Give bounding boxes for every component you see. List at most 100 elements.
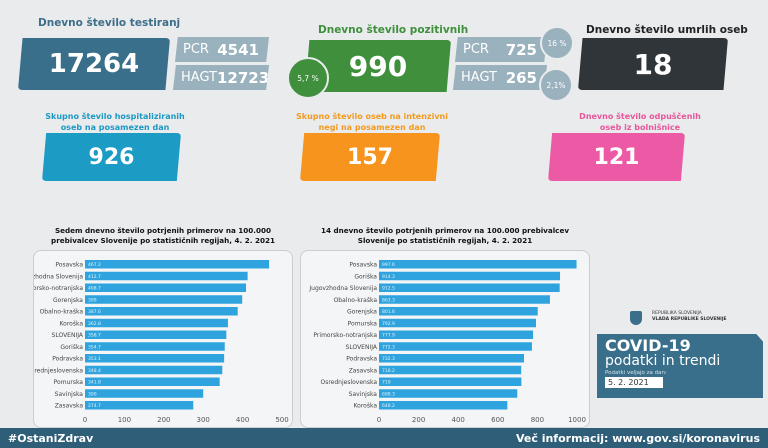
data-label: 698.3 [382, 391, 395, 397]
chart2-panel: Posavska 997.6 Goriška 914.3 Jugovzhodna Slo… [300, 250, 590, 428]
government-logo-text: REPUBLIKA SLOVENIJA VLADA REPUBLIKE SLOVE… [652, 311, 727, 323]
chart1: Posavska 467.2 Jugovzhodna Slovenija 412.7 P… [14, 260, 289, 424]
category-label: Goriška [60, 344, 83, 351]
bar [85, 318, 228, 328]
pcr-share: 16 % [540, 26, 574, 60]
hospital-title-1: Skupno število hospitaliziranih [45, 112, 185, 121]
category-label: SLOVENIJA [52, 332, 84, 339]
data-label: 719 [382, 380, 391, 386]
data-label: 353.1 [88, 356, 101, 362]
chart2-title-1: 14 dnevno število potrjenih primerov na … [320, 226, 569, 235]
data-label: 912.5 [382, 286, 395, 292]
bar [379, 271, 561, 281]
category-label: Pomurska [54, 379, 84, 386]
data-label: 412.7 [88, 274, 101, 280]
tests-title: Dnevno število testiranj [38, 17, 181, 29]
category-label: Podravska [52, 356, 83, 363]
category-label: Osrednjeslovenska [320, 379, 377, 386]
positive-title: Dnevno število pozitivnih [318, 24, 469, 36]
hagt-share: 2,1% [539, 68, 573, 102]
x-tick-label: 0 [377, 416, 381, 424]
footer: #OstaniZdrav Več informacij: www.gov.si/… [0, 428, 768, 448]
hashtag: #OstaniZdrav [8, 431, 94, 445]
info-link[interactable]: Več informacij: www.gov.si/koronavirus [515, 431, 760, 445]
x-tick-label: 200 [157, 416, 170, 424]
bar [85, 271, 248, 281]
brand-title: COVID-19 [605, 336, 691, 355]
data-label: 358.7 [88, 333, 101, 339]
hospital-total: 926 [42, 133, 181, 181]
bar [379, 318, 536, 328]
data-label: 997.6 [382, 262, 395, 268]
bar [85, 354, 225, 363]
category-label: Primorsko-notranjska [34, 285, 83, 292]
bar [379, 307, 538, 316]
category-label: Jugovzhodna Slovenija [34, 273, 83, 280]
category-label: Podravska [346, 356, 377, 363]
deaths-title: Dnevno število umrlih oseb [586, 24, 748, 36]
hagt-value: 265 [505, 68, 537, 87]
tests-total: 17264 [18, 38, 170, 90]
data-label: 300 [88, 391, 97, 397]
bar [379, 342, 532, 351]
brand-subtitle: podatki in trendi [605, 353, 721, 369]
category-label: Posavska [55, 262, 83, 269]
x-tick-label: 600 [491, 416, 504, 424]
data-label: 792.9 [382, 321, 395, 327]
data-label: 772.3 [382, 344, 395, 350]
brand-line-1: REPUBLIKA SLOVENIJA [652, 311, 702, 316]
bar [379, 365, 522, 375]
deaths-total: 18 [578, 38, 728, 90]
data-label: 777.9 [382, 333, 395, 339]
category-label: Goriška [354, 273, 377, 280]
bar [379, 377, 522, 386]
hagt-label: HAGT [461, 70, 497, 85]
x-tick-label: 0 [83, 416, 87, 424]
chart2-title: 14 dnevno število potrjenih primerov na … [300, 226, 590, 246]
x-tick-label: 500 [275, 416, 288, 424]
hospital-title-2: oseb na posamezen dan [60, 123, 170, 132]
data-label: 718.2 [382, 368, 395, 374]
icu-title-1: Skupno število oseb na intenzivni [296, 112, 448, 121]
bar [379, 295, 550, 304]
bar [85, 283, 247, 292]
category-label: Gorenjska [347, 309, 377, 316]
bar [85, 295, 243, 304]
hagt-value: 12723 [217, 68, 270, 87]
chart1-panel: Posavska 467.2 Jugovzhodna Slovenija 412.7 P… [14, 250, 293, 428]
category-label: Posavska [349, 262, 377, 269]
x-tick-label: 200 [412, 416, 425, 424]
positive-share: 5,7 % [287, 57, 329, 99]
chart1-title-2: prebivalcev Slovenije po statističnih re… [51, 236, 275, 245]
discharged-total: 121 [548, 133, 685, 181]
tests-pcr: PCR 4541 [175, 37, 269, 62]
pcr-value: 4541 [217, 40, 259, 59]
covid-brand-panel: COVID-19 podatki in trendi Podatki velja… [597, 334, 763, 398]
category-label: Koroška [60, 320, 84, 327]
category-label: Obalno-kraška [334, 297, 378, 304]
x-tick-label: 100 [118, 416, 131, 424]
coat-of-arms-icon [630, 311, 642, 325]
bar [379, 389, 518, 398]
category-label: SLOVENIJA [346, 344, 378, 351]
bar [85, 365, 223, 375]
category-label: Osrednjeslovenska [34, 367, 83, 374]
bar [85, 342, 225, 351]
category-label: Jugovzhodna Slovenija [308, 285, 377, 292]
data-label: 914.3 [382, 274, 395, 280]
category-label: Savinjska [55, 391, 84, 398]
bar [85, 330, 227, 339]
bar [85, 307, 238, 316]
icu-title-2: negi na posamezen dan [318, 123, 426, 132]
x-tick-label: 800 [531, 416, 544, 424]
x-tick-label: 1000 [568, 416, 586, 424]
data-label: 274.7 [88, 403, 101, 409]
tests-hagt: HAGT 12723 [173, 65, 269, 90]
data-label: 863.3 [382, 297, 395, 303]
date-label: Podatki veljajo za dan: [605, 370, 667, 376]
discharged-title-1: Dnevno število odpuščenih [579, 112, 701, 121]
chart1-title: Sedem dnevno število potrjenih primerov … [33, 226, 293, 246]
chart1-title-1: Sedem dnevno število potrjenih primerov … [54, 226, 272, 235]
x-tick-label: 400 [236, 416, 249, 424]
data-label: 399 [88, 297, 97, 303]
